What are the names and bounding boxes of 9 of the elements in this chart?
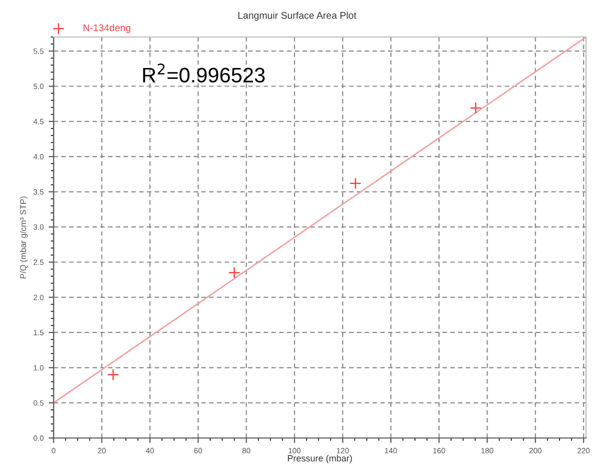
point — [107, 368, 120, 381]
annotation: R$^{2}$=0.996523 — [143, 64, 265, 83]
point — [470, 102, 482, 114]
legend-label: N-134deng — [84, 24, 130, 34]
chart-title: Langmuir Surface Area Plot — [238, 12, 356, 21]
x-axis-title: Pressure (mbar) — [288, 454, 352, 464]
y-axis-title: P/Q (mbar g/cm³ STP) — [20, 196, 28, 278]
point — [349, 177, 362, 190]
point — [228, 266, 240, 279]
